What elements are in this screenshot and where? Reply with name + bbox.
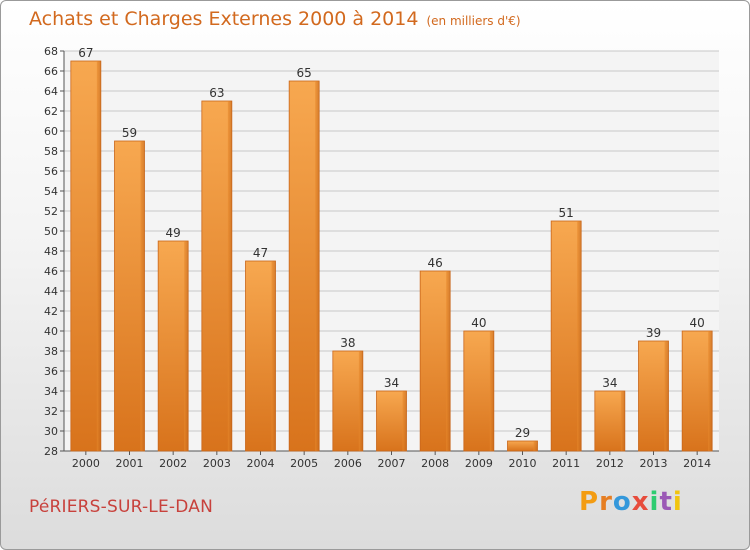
y-tick-label: 38 xyxy=(44,345,58,358)
y-tick-label: 28 xyxy=(44,445,58,458)
y-tick-label: 30 xyxy=(44,425,58,438)
bar-shade xyxy=(358,351,363,451)
bar xyxy=(550,220,582,452)
bar-value-label: 39 xyxy=(646,326,661,340)
bar xyxy=(288,80,320,452)
bar xyxy=(376,390,407,452)
y-tick-label: 52 xyxy=(44,205,58,218)
x-tick-label: 2003 xyxy=(203,457,231,470)
bar xyxy=(638,340,669,452)
y-tick-label: 44 xyxy=(44,285,58,298)
y-tick-label: 42 xyxy=(44,305,58,318)
bar-value-label: 49 xyxy=(166,226,181,240)
y-tick-label: 66 xyxy=(44,65,58,78)
bar xyxy=(70,60,102,452)
bar-value-label: 34 xyxy=(602,376,617,390)
x-tick-label: 2010 xyxy=(509,457,537,470)
y-tick-label: 36 xyxy=(44,365,58,378)
commune-name: PéRIERS-SUR-LE-DAN xyxy=(29,497,213,517)
proxiti-logo[interactable]: Proxiti xyxy=(579,487,683,517)
logo-letter: r xyxy=(599,487,613,517)
label-layer: 67 59 49 63 47 65 38 34 46 40 29 51 34 39 40 xyxy=(78,46,705,440)
bar-shade xyxy=(664,341,669,451)
y-tick-label: 46 xyxy=(44,265,58,278)
y-tick-label: 58 xyxy=(44,145,58,158)
y-tick-label: 68 xyxy=(44,45,58,58)
bar xyxy=(463,330,495,452)
bar-value-label: 40 xyxy=(690,316,705,330)
bar-shade xyxy=(96,61,101,451)
x-tick-label: 2001 xyxy=(116,457,144,470)
bar xyxy=(201,100,233,452)
bar-shade xyxy=(489,331,494,451)
chart-unit: (en milliers d'€) xyxy=(426,14,521,28)
bar-shade xyxy=(184,241,189,451)
bar xyxy=(114,140,145,452)
bar xyxy=(507,440,538,452)
x-tick-label: 2007 xyxy=(378,457,406,470)
y-tick-label: 48 xyxy=(44,245,58,258)
bar xyxy=(419,270,451,452)
bar-shade xyxy=(227,101,232,451)
y-tick-label: 54 xyxy=(44,185,58,198)
bar xyxy=(594,390,626,452)
chart-title-text: Achats et Charges Externes 2000 à 2014 xyxy=(29,8,419,30)
logo-letter: t xyxy=(659,487,673,517)
logo-letter: o xyxy=(612,487,632,517)
x-tick-label: 2005 xyxy=(290,457,318,470)
bar-value-label: 29 xyxy=(515,426,530,440)
x-tick-label: 2002 xyxy=(159,457,187,470)
bar-value-label: 34 xyxy=(384,376,399,390)
y-tick-label: 60 xyxy=(44,125,58,138)
bar-shade xyxy=(577,221,582,451)
y-tick-label: 34 xyxy=(44,385,58,398)
bar xyxy=(332,350,364,452)
bar-value-label: 63 xyxy=(209,86,224,100)
bar-shade xyxy=(140,141,145,451)
x-tick-label: 2004 xyxy=(247,457,275,470)
y-tick-label: 40 xyxy=(44,325,58,338)
y-tick-label: 50 xyxy=(44,225,58,238)
x-tick-label: 2009 xyxy=(465,457,493,470)
bar xyxy=(157,240,189,452)
logo-letter: x xyxy=(631,487,650,517)
bar xyxy=(245,260,276,452)
bar-shade xyxy=(402,391,407,451)
bar-value-label: 47 xyxy=(253,246,268,260)
bar-value-label: 67 xyxy=(78,46,93,60)
bar-shade xyxy=(271,261,276,451)
bar-value-label: 38 xyxy=(340,336,355,350)
y-tick-label: 64 xyxy=(44,85,58,98)
bar-value-label: 59 xyxy=(122,126,137,140)
logo-letter: i xyxy=(672,487,683,517)
chart-title: Achats et Charges Externes 2000 à 2014 (e… xyxy=(29,8,521,30)
x-tick-label: 2013 xyxy=(640,457,668,470)
x-tick-label: 2006 xyxy=(334,457,362,470)
y-tick-label: 56 xyxy=(44,165,58,178)
bar-layer xyxy=(70,60,713,452)
y-tick-label: 32 xyxy=(44,405,58,418)
bar-value-label: 51 xyxy=(559,206,574,220)
axis-layer: 28 30 32 34 36 38 40 42 44 46 48 50 52 54 56 58 60 62 64 66… xyxy=(44,45,719,470)
bar-shade xyxy=(708,331,713,451)
bar-shade xyxy=(446,271,451,451)
x-tick-label: 2000 xyxy=(72,457,100,470)
bar-value-label: 46 xyxy=(428,256,443,270)
bar-shade xyxy=(620,391,625,451)
x-tick-label: 2011 xyxy=(552,457,580,470)
x-tick-label: 2008 xyxy=(421,457,449,470)
y-tick-label: 62 xyxy=(44,105,58,118)
logo-letter: i xyxy=(649,487,660,517)
x-tick-label: 2014 xyxy=(683,457,711,470)
logo-letter: P xyxy=(579,487,600,517)
bar-value-label: 65 xyxy=(297,66,312,80)
bar xyxy=(681,330,713,452)
bar-shade xyxy=(533,441,538,451)
bar-value-label: 40 xyxy=(471,316,486,330)
x-tick-label: 2012 xyxy=(596,457,624,470)
bar-shade xyxy=(315,81,320,451)
